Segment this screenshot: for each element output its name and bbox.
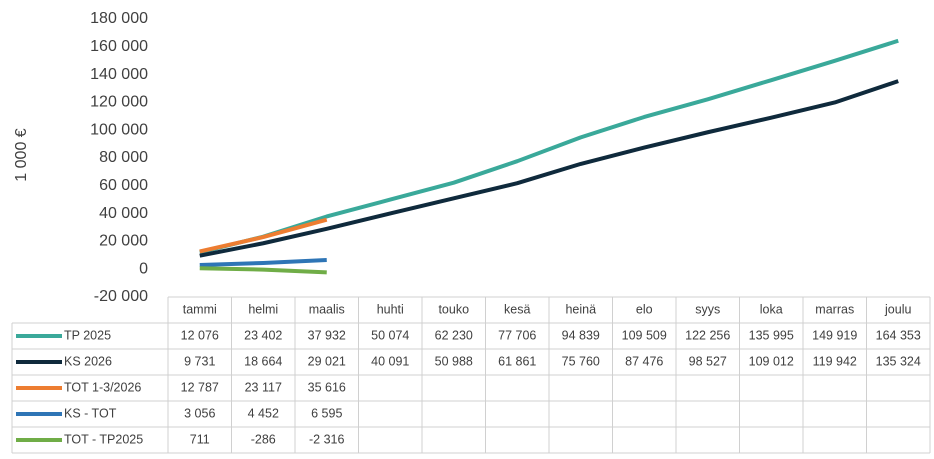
table-value: 12 787 [181,380,219,394]
y-tick-label: 120 000 [90,94,148,111]
legend-label: TOT 1-3/2026 [64,380,141,394]
table-value: 12 076 [181,328,219,342]
x-tick-label: joulu [884,302,911,316]
series-line [199,38,899,255]
table-value: 6 595 [311,406,342,420]
series-line [199,258,327,267]
y-tick-label: 140 000 [90,66,148,83]
table-value: 98 527 [689,354,727,368]
y-tick-label: 80 000 [99,149,148,166]
table-value: 94 839 [562,328,600,342]
x-tick-label: marras [815,302,854,316]
table-value: 109 509 [622,328,667,342]
x-tick-label: elo [636,302,653,316]
table-value: 50 988 [435,354,473,368]
table-value: 3 056 [184,406,215,420]
x-tick-label: heinä [565,302,596,316]
table-value: 4 452 [248,406,279,420]
table-value: 87 476 [625,354,663,368]
x-tick-label: touko [438,302,469,316]
legend-label: TP 2025 [64,328,111,342]
y-tick-label: 0 [139,260,148,277]
table-value: -286 [251,432,276,446]
table-value: 23 402 [244,328,282,342]
series-line [199,266,327,275]
y-tick-label: 40 000 [99,205,148,222]
table-value: 149 919 [812,328,857,342]
x-tick-label: maalis [309,302,345,316]
table-value: 61 861 [498,354,536,368]
table-value: 122 256 [685,328,730,342]
x-tick-label: helmi [248,302,278,316]
x-tick-label: huhti [377,302,404,316]
x-tick-label: loka [760,302,783,316]
table-value: 711 [190,432,210,446]
legend-label: KS - TOT [64,406,117,420]
y-tick-label: 100 000 [90,121,148,138]
x-tick-label: syys [695,302,720,316]
table-value: 23 117 [245,380,282,394]
table-value: 9 731 [184,354,215,368]
table-value: 37 932 [308,328,346,342]
y-tick-label: 60 000 [99,177,148,194]
table-value: 77 706 [498,328,536,342]
x-tick-label: tammi [183,302,217,316]
y-axis-label: 1 000 € [13,128,30,181]
y-tick-label: 160 000 [90,38,148,55]
table-value: 135 995 [749,328,794,342]
table-value: 35 616 [308,380,346,394]
y-tick-label: 180 000 [90,10,148,27]
table-value: 18 664 [244,354,282,368]
table-value: 50 074 [371,328,409,342]
series-line [199,217,328,254]
table-value: 135 324 [876,354,921,368]
y-tick-label: 20 000 [99,233,148,250]
table-value: 29 021 [308,354,346,368]
table-value: 164 353 [876,328,921,342]
table-value: 62 230 [435,328,473,342]
table-value: 119 942 [813,354,857,368]
x-tick-label: kesä [504,302,530,316]
legend-label: TOT - TP2025 [64,432,143,446]
table-value: 40 091 [371,354,409,368]
table-value: 75 760 [562,354,600,368]
legend-label: KS 2026 [64,354,112,368]
table-value: -2 316 [309,432,344,446]
table-value: 109 012 [749,354,794,368]
y-tick-label: -20 000 [94,288,148,305]
series-line [199,79,899,258]
